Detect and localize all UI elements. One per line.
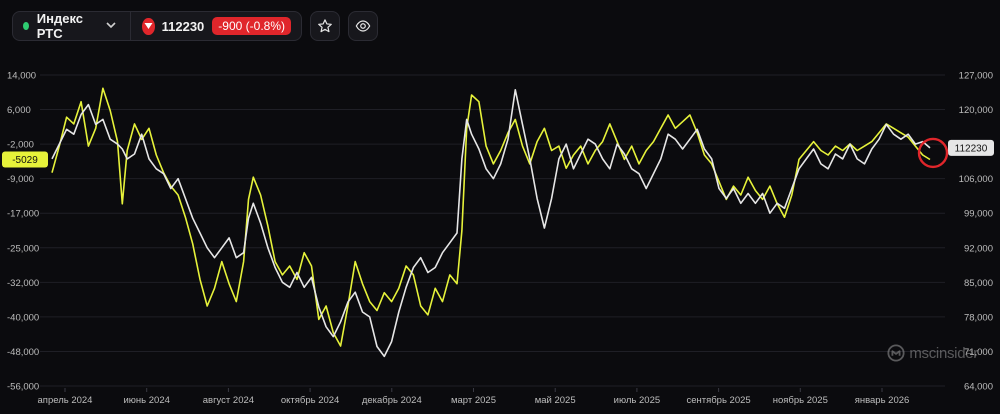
value-flags: -5029 112230 (2, 139, 994, 168)
x-tick-label: август 2024 (203, 395, 254, 406)
watch-button[interactable] (348, 11, 378, 41)
y-right-tick-label: 71,000 (964, 347, 993, 358)
change-badge: -900 (-0.8%) (212, 17, 291, 35)
last-point-marker (917, 137, 949, 169)
chevron-down-icon[interactable] (106, 21, 116, 32)
y-right-tick-label: 99,000 (964, 209, 993, 220)
ticker-selector[interactable]: Индекс РТС 112230 -900 (-0.8%) (12, 11, 302, 41)
y-left-tick-label: -25,000 (7, 243, 39, 254)
y-right-tick-label: 85,000 (964, 278, 993, 289)
right-value-flag (948, 139, 994, 156)
x-tick-label: октябрь 2024 (281, 395, 340, 406)
x-tick-label: май 2025 (535, 395, 576, 406)
y-left-tick-label: -56,000 (7, 382, 39, 393)
series-line-1 (51, 87, 931, 347)
x-tick-label: март 2025 (451, 395, 496, 406)
status-dot-icon (23, 22, 29, 30)
x-tick-label: апрель 2024 (38, 395, 93, 406)
x-tick-label: сентябрь 2025 (686, 395, 750, 406)
y-right-tick-label: 120,000 (959, 105, 993, 116)
y-left-tick-label: -17,000 (7, 209, 39, 220)
x-tick-label: ноябрь 2025 (773, 395, 828, 406)
y-right-tick-label: 127,000 (959, 71, 993, 82)
y-left-tick-label: 6,000 (7, 105, 31, 116)
y-right-tick-label: 92,000 (964, 243, 993, 254)
x-tick-label: июль 2025 (614, 395, 661, 406)
brand-watermark: mscinsider (887, 344, 978, 362)
y-left-tick-label: -48,000 (7, 347, 39, 358)
chart-grid (40, 74, 945, 387)
x-tick-label: декабрь 2024 (362, 395, 422, 406)
y-right-tick-label: 78,000 (964, 312, 993, 323)
favorite-button[interactable] (310, 11, 340, 41)
eye-icon (355, 20, 371, 32)
x-axis: апрель 2024 июнь 2024 август 2024 октябрь 2… (38, 388, 910, 406)
y-left-tick-label: 14,000 (7, 71, 36, 82)
triangle-down-icon (142, 17, 155, 35)
y-left-tick-label: -32,000 (7, 278, 39, 289)
ticker-name: Индекс РТС (36, 11, 84, 41)
divider (129, 11, 131, 41)
y-left-tick-label: -2,000 (7, 140, 34, 151)
x-tick-label: январь 2026 (855, 395, 910, 406)
mscinsider-logo-icon (887, 344, 905, 362)
right-value-flag-text: 112230 (955, 143, 988, 154)
highlight-circle (917, 137, 949, 169)
y-left-tick-label: -40,000 (7, 312, 39, 323)
toolbar: Индекс РТС 112230 -900 (-0.8%) (12, 11, 378, 41)
y-right-tick-label: 64,000 (964, 382, 993, 393)
x-tick-label: июнь 2024 (123, 395, 169, 406)
left-value-flag-text: -5029 (12, 155, 38, 166)
left-y-axis: 14,000 6,000 -2,000 -9,000 -17,000 -25,000 -32… (7, 71, 39, 393)
current-price: 112230 (161, 18, 205, 34)
y-right-tick-label: 106,000 (959, 174, 993, 185)
brand-text: mscinsider (909, 344, 978, 362)
chart-series (51, 87, 931, 358)
star-icon (318, 19, 332, 33)
left-value-flag (2, 151, 48, 168)
series-line-2 (51, 89, 931, 358)
y-left-tick-label: -9,000 (7, 174, 34, 185)
